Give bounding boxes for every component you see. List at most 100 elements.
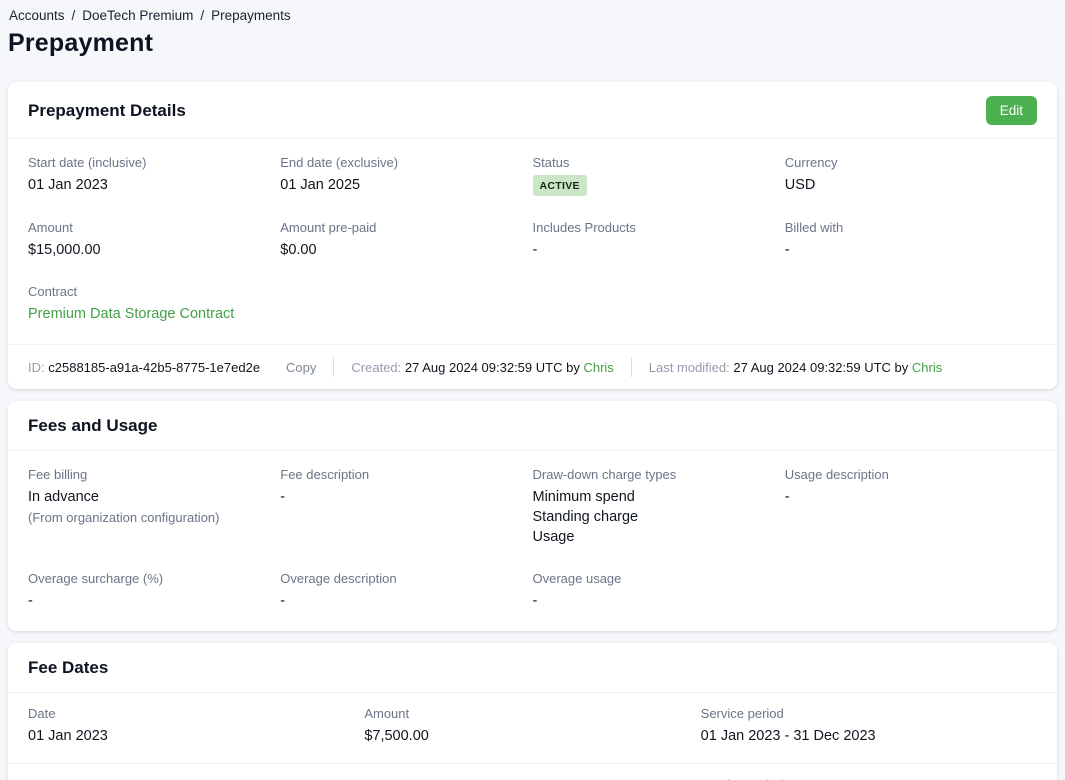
breadcrumb-separator: / (71, 8, 76, 23)
field-value: $15,000.00 (28, 242, 101, 259)
field-amount: Amount $7,500.00 (364, 777, 700, 780)
prepayment-details-fields: Start date (inclusive) 01 Jan 2023 End d… (8, 139, 1057, 344)
fee-date-row: Date 01 Jan 2024 Amount $7,500.00 Servic… (8, 764, 1057, 780)
fees-and-usage-title: Fees and Usage (28, 416, 158, 436)
field-label: Service period (701, 777, 1037, 780)
field-fee-billing: Fee billing In advance (From organizatio… (28, 467, 280, 547)
field-label: Overage surcharge (%) (28, 571, 164, 587)
field-value: 01 Jan 2023 (28, 177, 108, 193)
created-label: Created: (351, 359, 402, 375)
field-value: 01 Jan 2023 - 31 Dec 2023 (700, 728, 876, 745)
modified-user-link[interactable]: Chris (911, 359, 943, 375)
field-amount: Amount $15,000.00 (28, 220, 280, 260)
field-label: Status (532, 155, 570, 170)
field-label: Date (28, 777, 364, 780)
breadcrumb-item-prepayments[interactable]: Prepayments (211, 8, 291, 23)
field-amount: Amount $7,500.00 (364, 706, 700, 746)
meta-divider (630, 357, 632, 378)
modified-value: 27 Aug 2024 09:32:59 UTC (733, 359, 891, 375)
fees-and-usage-header: Fees and Usage (8, 401, 1057, 452)
field-label: Billed with (784, 220, 844, 236)
field-value: $7,500.00 (364, 728, 429, 745)
field-empty (785, 571, 1037, 611)
field-service-period: Service period 01 Jan 2024 - 31 Dec 2024 (701, 777, 1037, 780)
field-value: - (532, 593, 538, 610)
fee-dates-card: Fee Dates Date 01 Jan 2023 Amount $7,500… (8, 643, 1057, 780)
field-value-line: Usage (532, 529, 575, 546)
field-value: - (280, 593, 286, 610)
field-value: $0.00 (280, 242, 317, 259)
field-label: Currency (784, 155, 838, 170)
field-label: Overage description (280, 571, 397, 587)
field-usage-description: Usage description - (785, 467, 1037, 547)
field-service-period: Service period 01 Jan 2023 - 31 Dec 2023 (701, 706, 1037, 746)
field-label: Service period (700, 706, 784, 722)
field-value: 01 Jan 2025 (280, 177, 361, 193)
field-fee-description: Fee description - (280, 467, 532, 547)
field-overage-usage: Overage usage - (533, 571, 785, 611)
field-start-date: Start date (inclusive) 01 Jan 2023 (28, 155, 280, 196)
field-value: In advance (28, 489, 99, 506)
field-status: Status ACTIVE (532, 155, 785, 197)
modified-by-label: by (894, 359, 909, 375)
field-label: Usage description (784, 467, 889, 483)
field-label: Includes Products (532, 220, 636, 236)
prepayment-details-card: Prepayment Details Edit Start date (incl… (8, 82, 1057, 390)
field-end-date: End date (exclusive) 01 Jan 2025 (280, 155, 532, 196)
field-value: - (280, 489, 286, 506)
field-drawdown-charge-types: Draw-down charge types Minimum spend Sta… (533, 467, 785, 547)
field-value-line: Minimum spend (532, 489, 635, 506)
created-user-link[interactable]: Chris (583, 359, 614, 375)
breadcrumb-separator: / (200, 8, 205, 23)
fee-date-row: Date 01 Jan 2023 Amount $7,500.00 Servic… (8, 693, 1057, 765)
created-value: 27 Aug 2024 09:32:59 UTC (404, 359, 563, 375)
field-overage-description: Overage description - (280, 571, 532, 611)
field-value: - (28, 593, 33, 610)
breadcrumb-item-accounts[interactable]: Accounts (9, 8, 65, 23)
status-badge: ACTIVE (532, 175, 587, 197)
field-label: Draw-down charge types (532, 467, 677, 483)
field-includes-products: Includes Products - (533, 220, 785, 260)
field-contract: Contract Premium Data Storage Contract (28, 284, 280, 324)
contract-link[interactable]: Premium Data Storage Contract (28, 306, 235, 323)
fee-dates-title: Fee Dates (28, 658, 109, 678)
copy-id-button[interactable]: Copy (286, 359, 317, 375)
field-label: Fee billing (28, 467, 88, 483)
breadcrumb: Accounts / DoeTech Premium / Prepayments (8, 8, 1057, 23)
created-by-label: by (566, 359, 580, 375)
field-label: Amount (364, 777, 700, 780)
fees-and-usage-card: Fees and Usage Fee billing In advance (F… (8, 401, 1057, 632)
field-label: Fee description (280, 467, 370, 483)
fees-and-usage-fields: Fee billing In advance (From organizatio… (8, 451, 1057, 631)
record-meta-row: ID: c2588185-a91a-42b5-8775-1e7ed2e Copy… (8, 344, 1057, 389)
field-currency: Currency USD (785, 155, 1037, 196)
field-overage-surcharge: Overage surcharge (%) - (28, 571, 280, 611)
field-label: Contract (28, 284, 78, 300)
field-label: Overage usage (532, 571, 622, 587)
field-label: Amount pre-paid (280, 220, 377, 236)
field-label: End date (exclusive) (280, 155, 399, 170)
field-label: Amount (364, 706, 410, 722)
fee-dates-header: Fee Dates (8, 643, 1057, 694)
field-label: Start date (inclusive) (28, 155, 147, 170)
field-value: 01 Jan 2023 (28, 728, 108, 745)
field-value-line: Standing charge (532, 509, 639, 526)
meta-divider (333, 357, 335, 378)
field-value: USD (784, 177, 816, 193)
field-value: - (784, 489, 790, 506)
field-label: Amount (28, 220, 73, 236)
field-date: Date 01 Jan 2024 (28, 777, 364, 780)
edit-button[interactable]: Edit (985, 96, 1037, 125)
field-label: Date (28, 706, 56, 722)
prepayment-details-title: Prepayment Details (28, 100, 186, 120)
page-title: Prepayment (8, 29, 154, 57)
field-value: - (532, 242, 538, 259)
field-value: - (784, 242, 790, 259)
id-value: c2588185-a91a-42b5-8775-1e7ed2e (48, 359, 261, 375)
field-date: Date 01 Jan 2023 (28, 706, 364, 746)
field-note: (From organization configuration) (28, 510, 220, 526)
breadcrumb-item-account[interactable]: DoeTech Premium (82, 8, 194, 23)
prepayment-details-header: Prepayment Details Edit (8, 82, 1057, 139)
id-label: ID: (28, 359, 45, 375)
